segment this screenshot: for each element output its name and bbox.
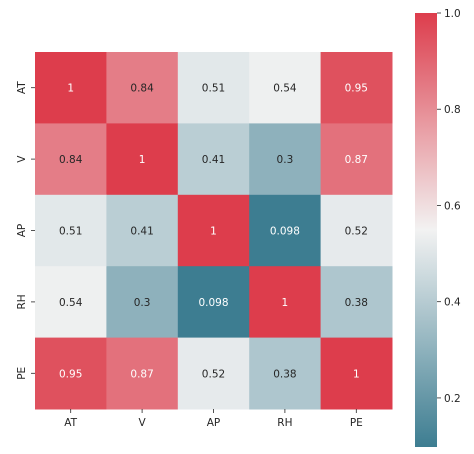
colorbar-tick-label: 0.6 (444, 200, 461, 212)
y-tick-label: PE (16, 367, 28, 380)
cell-value-label: 0.95 (345, 83, 368, 95)
heatmap-cell-v-v (106, 123, 179, 196)
cell-value-label: 1 (67, 83, 74, 95)
heatmap-cell-rh-ap (177, 266, 250, 339)
colorbar-tick-label: 0.4 (444, 297, 461, 309)
cell-value-label: 0.52 (345, 226, 368, 238)
heatmap-cell-labels: 1 0.84 0.51 0.54 0.95 0.84 1 0.41 0.3 0.87 0.51 0.4… (59, 83, 368, 381)
y-tick-label: RH (16, 294, 28, 309)
heatmap-cell-at-at (35, 52, 107, 124)
heatmap-cell-ap-ap (177, 194, 250, 267)
cell-value-label: 0.95 (59, 368, 82, 380)
y-tick-label: AT (16, 81, 28, 94)
cell-value-label: 0.54 (59, 297, 83, 309)
heatmap-cell-at-pe (320, 52, 393, 124)
cell-value-label: 0.51 (202, 83, 225, 95)
cell-value-label: 0.52 (202, 368, 225, 380)
cell-value-label: 0.41 (202, 154, 225, 166)
cell-value-label: 0.3 (277, 154, 294, 166)
cell-value-label: 0.87 (130, 368, 153, 380)
cell-value-label: 0.87 (345, 154, 368, 166)
heatmap-cell-ap-pe (320, 194, 393, 267)
heatmap-cell-rh-rh (249, 266, 322, 339)
cell-value-label: 1 (282, 297, 289, 309)
colorbar-tick-label: 0.8 (444, 104, 461, 116)
heatmap-cell-pe-rh (249, 337, 322, 410)
heatmap-cell-pe-v (106, 337, 179, 410)
heatmap-cell-v-at (35, 123, 107, 196)
heatmap-cell-v-ap (177, 123, 250, 196)
heatmap-cell-pe-pe (320, 337, 393, 410)
heatmap-cells (35, 52, 393, 410)
x-axis: AT V AP RH PE (64, 409, 363, 429)
heatmap-cell-rh-v (106, 266, 179, 339)
heatmap-cell-rh-at (35, 266, 107, 339)
cell-value-label: 1 (139, 154, 146, 166)
heatmap-cell-ap-at (35, 194, 107, 267)
y-tick-label: AP (16, 224, 28, 238)
heatmap-cell-pe-ap (177, 337, 250, 410)
y-tick-label: V (16, 155, 28, 163)
x-tick-label: V (139, 417, 147, 429)
cell-value-label: 0.51 (59, 226, 82, 238)
heatmap-cell-ap-rh (249, 194, 322, 267)
cell-value-label: 0.38 (273, 368, 296, 380)
heatmap-cell-pe-at (35, 337, 107, 410)
colorbar: 0.2 0.4 0.6 0.8 1.0 (415, 8, 461, 447)
heatmap-cell-v-pe (320, 123, 393, 196)
colorbar-tick-label: 0.2 (444, 393, 461, 405)
heatmap-cell-rh-pe (320, 266, 393, 339)
cell-value-label: 1 (210, 226, 217, 238)
x-tick-label: AP (207, 417, 221, 429)
cell-value-label: 0.84 (130, 83, 154, 95)
cell-value-label: 0.41 (130, 226, 153, 238)
cell-value-label: 0.098 (198, 297, 228, 309)
cell-value-label: 1 (353, 368, 360, 380)
x-tick-label: PE (350, 417, 363, 429)
heatmap-cell-v-rh (249, 123, 322, 196)
cell-value-label: 0.098 (270, 226, 300, 238)
cell-value-label: 0.84 (59, 154, 83, 166)
cell-value-label: 0.3 (134, 297, 151, 309)
heatmap-cell-ap-v (106, 194, 179, 267)
heatmap-cell-at-rh (249, 52, 322, 124)
heatmap-cell-at-ap (177, 52, 250, 124)
x-tick-label: RH (277, 417, 292, 429)
cell-value-label: 0.54 (273, 83, 297, 95)
colorbar-gradient (415, 13, 437, 447)
colorbar-tick-label: 1.0 (444, 8, 461, 20)
x-tick-label: AT (64, 417, 77, 429)
cell-value-label: 0.38 (345, 297, 368, 309)
y-axis: AT V AP RH PE (16, 81, 35, 380)
heatmap-cell-at-v (106, 52, 179, 124)
